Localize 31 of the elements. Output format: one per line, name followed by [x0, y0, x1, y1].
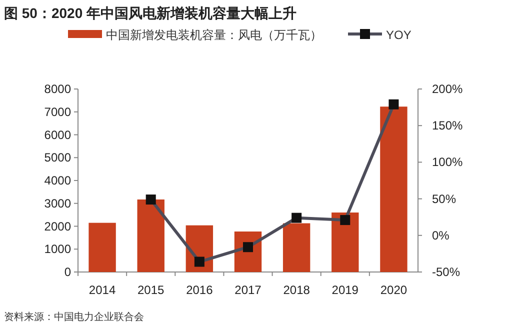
bar [88, 222, 116, 272]
x-tick-label: 2017 [234, 283, 262, 297]
x-tick-label: 2018 [283, 283, 310, 297]
y-tick-label: 5000 [44, 150, 72, 165]
x-tick-label: 2019 [332, 283, 359, 297]
x-tick-label: 2020 [380, 283, 408, 297]
y-tick-label: 4000 [44, 174, 72, 188]
y2-tick-label: 0% [432, 228, 450, 242]
y-tick-label: 0 [64, 265, 72, 279]
bar [137, 199, 164, 272]
y2-tick-label: -50% [432, 265, 460, 279]
y2-tick-label: 200% [432, 82, 464, 96]
y2-tick-label: 100% [432, 155, 464, 170]
bar [380, 106, 408, 272]
x-tick-label: 2016 [186, 283, 214, 297]
y-tick-label: 6000 [44, 128, 72, 142]
y-tick-label: 3000 [44, 196, 72, 210]
y-tick-label: 8000 [44, 82, 72, 96]
y-tick-label: 2000 [44, 219, 72, 234]
bar [282, 223, 310, 272]
legend-label: 中国新增发电装机容量：风电（万千瓦） [106, 28, 322, 42]
y-tick-label: 1000 [44, 242, 72, 256]
y-tick-label: 7000 [44, 104, 72, 119]
y2-tick-label: 150% [432, 118, 464, 133]
text: 资料来源：中国电力企业联合会 [4, 311, 144, 323]
y2-tick-label: 50% [432, 192, 456, 206]
legend-label: YOY [386, 28, 412, 42]
chart-title: 图 50：2020 年中国风电新增装机容量大幅上升 [4, 5, 296, 21]
x-tick-label: 2015 [138, 283, 165, 297]
x-tick-label: 2014 [88, 283, 116, 297]
bar [332, 212, 359, 272]
